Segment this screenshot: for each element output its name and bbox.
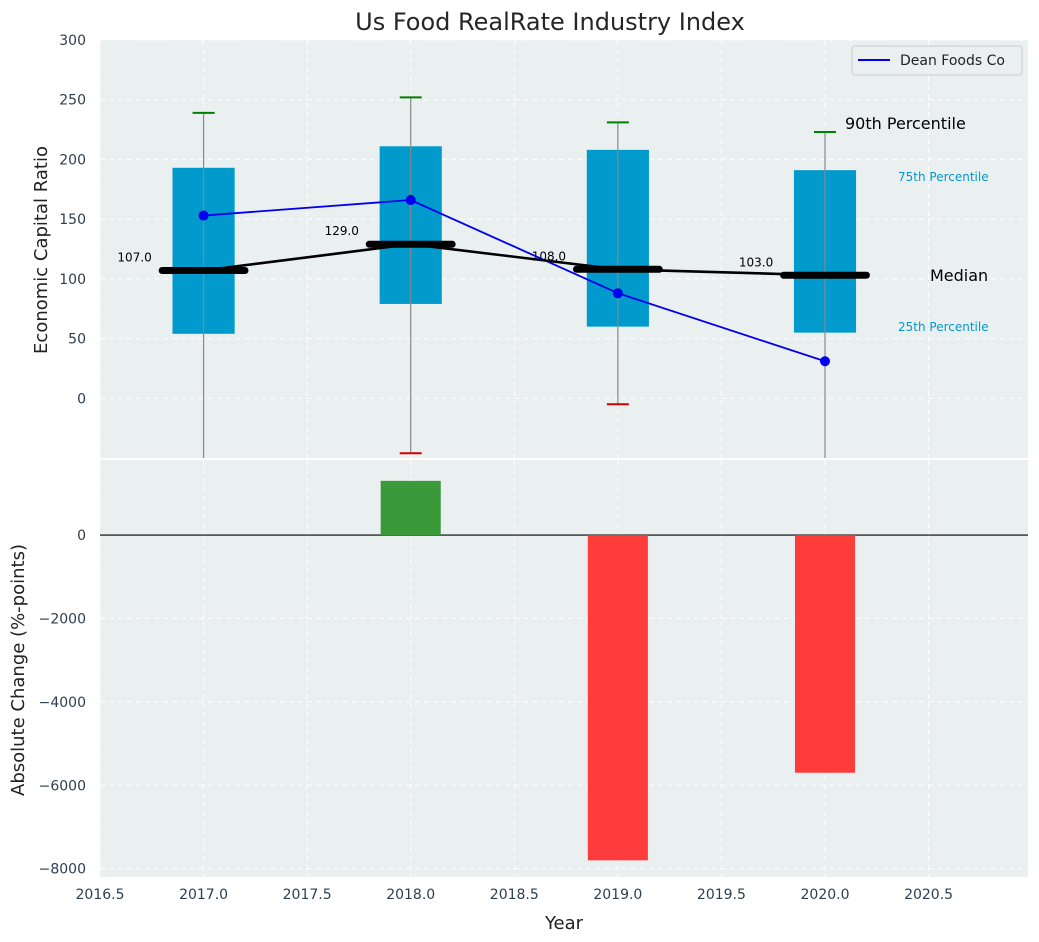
- company-point: [198, 210, 209, 221]
- x-tick-label: 2019.5: [697, 887, 746, 903]
- top-y-tick-label: 300: [59, 33, 86, 49]
- bottom-y-axis-label: Absolute Change (%-points): [8, 544, 29, 796]
- median-annotation: Median: [930, 266, 988, 285]
- company-line: [203, 199, 826, 363]
- chart-title: Us Food RealRate Industry Index: [355, 8, 745, 36]
- median-value-label: 129.0: [325, 224, 359, 238]
- change-bar: [587, 535, 648, 861]
- p75-annotation: 75th Percentile: [898, 170, 989, 184]
- bottom-y-tick-label: −6000: [39, 778, 86, 794]
- series-lines: [198, 195, 830, 367]
- x-tick-label: 2019.0: [593, 887, 642, 903]
- median-value-label: 107.0: [117, 250, 151, 264]
- legend-box: [851, 45, 1023, 76]
- change-bar: [380, 480, 441, 536]
- bottom-y-tick-label: −4000: [39, 695, 86, 711]
- company-point: [612, 288, 623, 299]
- median-line: [203, 242, 826, 277]
- top-y-tick-label: 250: [59, 93, 86, 109]
- x-tick-label: 2020.5: [904, 887, 953, 903]
- tick-labels: 2016.5 2017.0 2017.5 2018.0 2018.5 2019.0 2019…: [39, 33, 953, 903]
- company-point: [405, 195, 416, 206]
- bottom-y-tick-label: −8000: [39, 862, 86, 878]
- top-y-tick-label: 50: [68, 332, 86, 348]
- change-bars: [380, 480, 856, 861]
- top-y-tick-label: 150: [59, 212, 86, 228]
- top-y-axis-label: Economic Capital Ratio: [31, 146, 52, 354]
- legend-label-dean-foods: Dean Foods Co: [900, 53, 1005, 69]
- top-y-tick-label: 200: [59, 152, 86, 168]
- p90-annotation: 90th Percentile: [845, 114, 966, 133]
- x-tick-label: 2018.5: [490, 887, 539, 903]
- change-bar: [794, 535, 856, 773]
- p25-annotation: 25th Percentile: [898, 320, 989, 334]
- x-tick-label: 2020.0: [801, 887, 850, 903]
- company-point: [820, 356, 830, 367]
- bottom-y-tick-label: −2000: [39, 611, 86, 627]
- legend: Dean Foods Co: [851, 45, 1023, 76]
- top-y-tick-label: 0: [77, 391, 86, 407]
- bottom-y-tick-label: 0: [77, 528, 86, 544]
- x-tick-label: 2016.5: [76, 887, 125, 903]
- bottom-plot-area: [100, 460, 1028, 877]
- x-tick-label: 2017.5: [283, 887, 332, 903]
- top-y-tick-label: 100: [59, 272, 86, 288]
- top-plot-area: [100, 40, 1028, 458]
- median-value-label: 103.0: [739, 255, 773, 269]
- x-tick-label: 2018.0: [386, 887, 435, 903]
- x-axis-label: Year: [544, 913, 584, 934]
- x-tick-label: 2017.0: [179, 887, 228, 903]
